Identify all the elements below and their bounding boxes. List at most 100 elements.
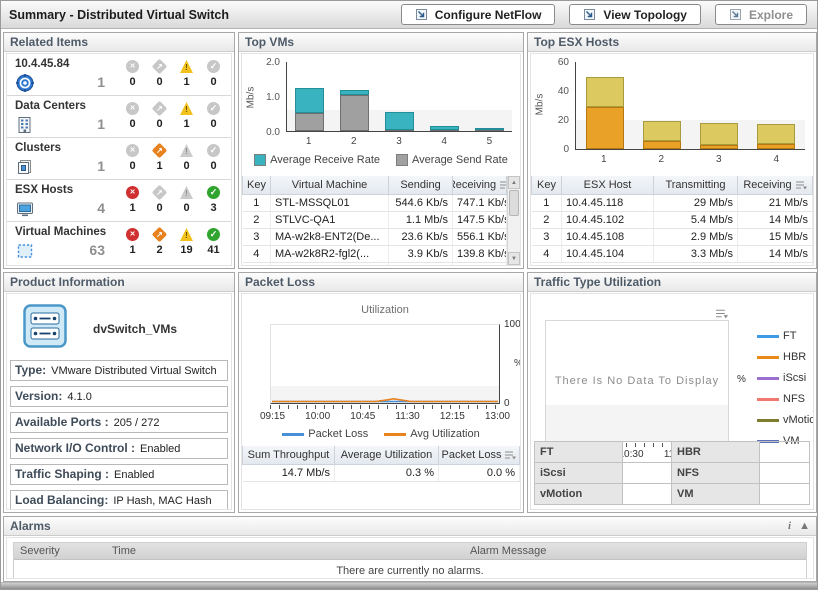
table-header-row: Sum Throughput Average Utilization Packe… — [242, 446, 520, 465]
table-row-clipped[interactable]: 5MA-w2k8R2-fgl...2.7 Kb/s85.7 Kb/s — [242, 262, 507, 265]
status-critical[interactable]: 0 — [146, 186, 173, 214]
table-menu-icon[interactable] — [504, 450, 517, 460]
status-normal[interactable]: 0 — [200, 102, 227, 130]
series-line[interactable] — [272, 397, 498, 403]
table-menu-icon[interactable] — [795, 180, 807, 190]
column-header-time[interactable]: Time — [112, 545, 137, 557]
bar-segment[interactable] — [339, 90, 370, 96]
status-warning-icon — [180, 102, 193, 115]
bar-segment[interactable] — [429, 125, 460, 131]
status-warning[interactable]: 1 — [173, 102, 200, 130]
status-warning[interactable]: 0 — [173, 144, 200, 172]
field-value: 4.1.0 — [67, 391, 92, 403]
column-header-transmitting[interactable]: Transmitting — [653, 176, 738, 195]
panel-header: Product Information — [4, 273, 234, 292]
table-menu-icon[interactable] — [499, 180, 506, 190]
bar-segment[interactable] — [294, 113, 325, 131]
table-row[interactable]: 2 STLVC-QA1 1.1 Mb/s 147.5 Kb/s — [242, 211, 507, 229]
column-header-packet-loss[interactable]: Packet Loss — [438, 446, 520, 465]
page-title: Summary - Distributed Virtual Switch — [9, 8, 229, 22]
status-critical[interactable]: 1 — [146, 144, 173, 172]
status-warning[interactable]: 0 — [173, 186, 200, 214]
column-header-message[interactable]: Alarm Message — [470, 545, 547, 557]
alarms-table-header: Severity Time Alarm Message — [14, 543, 806, 560]
status-normal[interactable]: 41 — [200, 228, 227, 256]
status-normal[interactable]: 0 — [200, 60, 227, 88]
status-fatal[interactable]: 1 — [119, 186, 146, 214]
bar-segment[interactable] — [474, 127, 505, 131]
status-normal[interactable]: 0 — [200, 144, 227, 172]
column-header-severity[interactable]: Severity — [20, 545, 60, 557]
line-series — [272, 397, 498, 403]
related-item-label[interactable]: Virtual Machines — [15, 226, 107, 238]
status-warning[interactable]: 1 — [173, 60, 200, 88]
bar-segment[interactable] — [757, 123, 796, 145]
column-header-receiving[interactable]: Receiving — [452, 176, 507, 195]
status-normal[interactable]: 3 — [200, 186, 227, 214]
bar-segment[interactable] — [294, 87, 325, 114]
related-item-label[interactable]: Data Centers — [15, 100, 86, 112]
info-icon[interactable]: i — [788, 520, 792, 532]
status-warning[interactable]: 19 — [173, 228, 200, 256]
status-fatal[interactable]: 0 — [119, 144, 146, 172]
table-row[interactable]: 4 10.4.45.104 3.3 Mb/s 14 Mb/s — [531, 245, 813, 263]
configure-netflow-button[interactable]: Configure NetFlow — [400, 4, 556, 25]
chart-menu-icon[interactable] — [715, 308, 728, 319]
bar-segment[interactable] — [700, 123, 738, 145]
line-plot[interactable] — [270, 324, 500, 404]
table-row[interactable]: 4 MA-w2k8R2-fgl2(... 3.9 Kb/s 139.8 Kb/s — [242, 245, 507, 263]
bar-segment[interactable] — [384, 112, 415, 130]
status-count: 2 — [156, 244, 163, 256]
table-row[interactable]: 14.7 Mb/s 0.3 % 0.0 % — [242, 464, 520, 482]
column-header-key[interactable]: Key — [242, 176, 271, 195]
table-row[interactable]: 3 10.4.45.108 2.9 Mb/s 15 Mb/s — [531, 228, 813, 246]
scroll-down-icon[interactable]: ▼ — [508, 252, 520, 265]
bar-segment[interactable] — [585, 76, 624, 107]
collapse-icon[interactable]: ▲ — [799, 520, 810, 532]
bar-plot[interactable] — [575, 62, 805, 150]
legend-line-swatch — [757, 334, 779, 338]
related-item-row[interactable]: 10.4.45.84 1 0 0 1 0 — [7, 54, 231, 96]
column-header-key[interactable]: Key — [531, 176, 562, 195]
column-header-receiving[interactable]: Receiving — [737, 176, 813, 195]
bar-segment[interactable] — [585, 106, 624, 149]
table-row[interactable]: 2 10.4.45.102 5.4 Mb/s 14 Mb/s — [531, 211, 813, 229]
bar-segment[interactable] — [339, 95, 370, 131]
scroll-up-icon[interactable]: ▲ — [508, 176, 520, 189]
bar-segment[interactable] — [642, 141, 681, 149]
empty-line-plot[interactable]: There Is No Data To Display — [545, 320, 729, 442]
table-row[interactable]: 1 STL-MSSQL01 544.6 Kb/s 747.1 Kb/s — [242, 194, 507, 212]
bar-segment[interactable] — [757, 144, 796, 149]
view-topology-button[interactable]: View Topology — [569, 4, 701, 25]
status-critical[interactable]: 0 — [146, 102, 173, 130]
explore-button[interactable]: Explore — [714, 4, 807, 25]
column-header-avg-utilization[interactable]: Average Utilization — [334, 446, 439, 465]
related-item-label[interactable]: Clusters — [15, 142, 62, 154]
column-header-host[interactable]: ESX Host — [561, 176, 654, 195]
related-item-row[interactable]: Virtual Machines 63 1 2 19 41 — [7, 222, 231, 264]
x-axis-ticks — [270, 405, 500, 409]
related-item-row[interactable]: Clusters 1 0 1 0 0 — [7, 138, 231, 180]
table-row[interactable]: 1 10.4.45.118 29 Mb/s 21 Mb/s — [531, 194, 813, 212]
scrollbar-thumb[interactable] — [509, 190, 519, 216]
bar-plot[interactable] — [286, 62, 512, 132]
bar-segment[interactable] — [642, 120, 681, 142]
bar-segment[interactable] — [700, 144, 738, 149]
status-critical[interactable]: 2 — [146, 228, 173, 256]
status-fatal[interactable]: 0 — [119, 102, 146, 130]
related-item-row[interactable]: ESX Hosts 4 1 0 0 3 — [7, 180, 231, 222]
panel-title: Alarms — [10, 519, 51, 533]
column-header-sending[interactable]: Sending — [388, 176, 453, 195]
vcenter-icon — [15, 73, 35, 93]
status-fatal[interactable]: 0 — [119, 60, 146, 88]
status-fatal[interactable]: 1 — [119, 228, 146, 256]
column-header-vm[interactable]: Virtual Machine — [270, 176, 389, 195]
related-item-label[interactable]: ESX Hosts — [15, 184, 74, 196]
related-item-label[interactable]: 10.4.45.84 — [15, 58, 70, 70]
table-scrollbar[interactable]: ▲ ▼ — [507, 176, 520, 265]
table-row[interactable]: 3 MA-w2k8-ENT2(De... 23.6 Kb/s 556.1 Kb/s — [242, 228, 507, 246]
column-header-throughput[interactable]: Sum Throughput — [242, 446, 335, 465]
related-item-row[interactable]: Data Centers 1 0 0 1 0 — [7, 96, 231, 138]
status-critical[interactable]: 0 — [146, 60, 173, 88]
